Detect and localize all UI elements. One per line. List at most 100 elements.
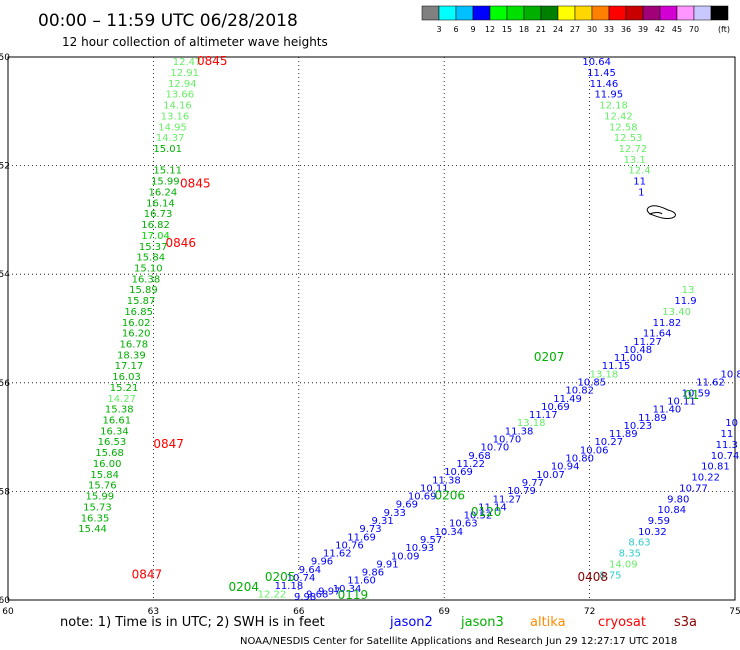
colorbar-label: 24	[553, 25, 563, 34]
pass-time-label: 0846	[166, 236, 197, 250]
latitude-tick-label: -52	[0, 162, 10, 172]
map-frame	[7, 56, 736, 601]
longitude-tick-label: 60	[2, 607, 14, 617]
swh-value-label: 10.48	[624, 345, 653, 356]
swh-value-label: 11	[720, 429, 733, 440]
swh-value-label: 15.89	[129, 285, 158, 296]
swh-value-label: 12.72	[619, 144, 648, 155]
swh-value-label: 9.68	[306, 589, 328, 600]
swh-value-label: 8.63	[628, 538, 650, 549]
swh-value-label: 16.38	[132, 274, 161, 285]
swh-value-label: 15.99	[151, 177, 180, 188]
swh-value-label: 13.18	[590, 369, 619, 380]
swh-value-label: 11.45	[587, 68, 616, 79]
swh-value-label: 12.18	[599, 101, 628, 112]
swh-value-label: 11.18	[275, 581, 304, 592]
colorbar-label: 36	[621, 25, 631, 34]
swh-value-label: 16.85	[124, 307, 153, 318]
swh-value-label: 14.27	[107, 394, 136, 405]
swh-value-label: 9.69	[396, 500, 418, 511]
swh-value-label: 11.22	[456, 459, 485, 470]
colorbar-label: 18	[519, 25, 529, 34]
colorbar-swatch	[574, 5, 593, 21]
swh-value-label: 9.98	[294, 592, 316, 603]
colorbar-swatch	[693, 5, 712, 21]
swh-value-label: 9.80	[667, 494, 689, 505]
swh-value-label: 10	[725, 418, 738, 429]
longitude-tick-label: 75	[729, 607, 740, 617]
swh-value-label: 11.62	[323, 549, 352, 560]
swh-value-label: 10.22	[691, 473, 720, 484]
swh-value-label: 16.00	[93, 459, 122, 470]
swh-value-label: 10.11	[667, 397, 696, 408]
swh-value-label: 9.64	[299, 565, 321, 576]
swh-value-label: 15.11	[153, 166, 182, 177]
colorbar-label: 42	[655, 25, 665, 34]
swh-value-label: 11.89	[609, 429, 638, 440]
latitude-tick-label: -56	[0, 379, 10, 389]
swh-value-label: 16.78	[119, 340, 148, 351]
swh-value-label: 17.17	[115, 361, 144, 372]
swh-value-label: 16.35	[81, 513, 110, 524]
swh-value-label: 10.81	[701, 462, 730, 473]
swh-value-label: 11.64	[643, 329, 672, 340]
colorbar-swatch	[608, 5, 627, 21]
swh-value-label: 10.79	[507, 486, 536, 497]
legend-jason2: jason2	[389, 615, 433, 630]
latitude-tick-label: -58	[0, 487, 10, 497]
swh-value-label: 11.14	[478, 502, 507, 513]
swh-value-label: 10.85	[577, 378, 606, 389]
colorbar-swatch	[455, 5, 474, 21]
swh-value-label: 10.93	[405, 543, 434, 554]
colorbar-swatch	[523, 5, 542, 21]
swh-value-label: 9.33	[384, 508, 406, 519]
swh-value-label: 10.84	[657, 505, 686, 516]
latitude-tick-label: -54	[0, 270, 10, 280]
longitude-tick-label: 63	[148, 607, 159, 617]
footer-note: note: 1) Time is in UTC; 2) SWH is in fe…	[60, 615, 325, 630]
swh-value-label: 13	[682, 285, 695, 296]
swh-value-label: 16.24	[149, 187, 178, 198]
legend-cryosat: cryosat	[598, 615, 646, 630]
pass-time-label: 0847	[153, 437, 184, 451]
swh-value-label: 10.74	[711, 451, 740, 462]
swh-value-label: 16.14	[146, 198, 175, 209]
swh-value-label: 10.8	[720, 369, 740, 380]
longitude-tick-label: 72	[584, 607, 595, 617]
swh-value-label: 8.35	[619, 549, 641, 560]
pass-time-label: 0408	[577, 570, 608, 584]
swh-value-label: 11.46	[590, 79, 619, 90]
swh-value-label: 10.94	[551, 462, 580, 473]
colorbar-swatch	[710, 5, 729, 21]
swh-value-label: 11.60	[347, 576, 376, 587]
swh-value-label: 11.00	[614, 353, 643, 364]
swh-value-label: 9.96	[311, 557, 333, 568]
swh-value-label: 10.69	[408, 492, 437, 503]
swh-value-label: 10.77	[679, 483, 708, 494]
legend-s3a: s3a	[674, 615, 697, 630]
colorbar-swatch	[642, 5, 661, 21]
swh-value-label: 10.23	[624, 421, 653, 432]
map-subtitle: 12 hour collection of altimeter wave hei…	[62, 35, 328, 49]
swh-value-label: 13.1	[624, 155, 646, 166]
swh-value-label: 12.53	[614, 133, 643, 144]
swh-value-label: 9.68	[468, 451, 490, 462]
swh-value-label: 11.27	[633, 337, 662, 348]
pass-time-label: 0847	[132, 567, 163, 581]
swh-value-label: 16.73	[144, 209, 173, 220]
swh-value-label: 12.42	[604, 111, 633, 122]
swh-value-label: 10.76	[335, 540, 364, 551]
pass-time-label: 01	[684, 388, 699, 402]
swh-value-label: 10.63	[449, 519, 478, 530]
swh-value-label: 10.34	[435, 527, 464, 538]
swh-value-label: 10.80	[565, 454, 594, 465]
colorbar-label: 15	[502, 25, 512, 34]
colorbar-label: 9	[470, 25, 475, 34]
swh-value-label: 15.73	[83, 502, 112, 513]
swh-value-label: 11.9	[674, 296, 696, 307]
swh-value-label: 11.95	[594, 90, 623, 101]
swh-value-label: 9.91	[376, 559, 398, 570]
swh-value-label: 9.73	[359, 524, 381, 535]
swh-value-label: 16.61	[103, 416, 132, 427]
swh-value-label: 10.74	[287, 573, 316, 584]
